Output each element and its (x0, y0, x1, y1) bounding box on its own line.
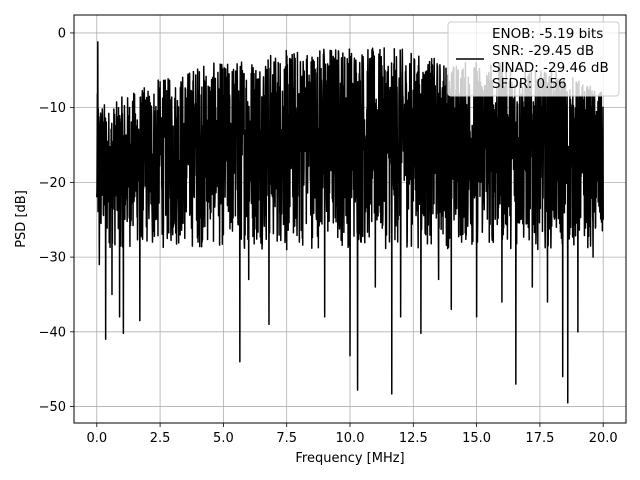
legend-entry-sfdr: SFDR: 0.56 (492, 76, 567, 92)
y-tick-label: −40 (39, 325, 66, 340)
x-tick-label: 2.5 (150, 431, 171, 446)
y-tick-label: 0 (58, 26, 66, 41)
x-tick-label: 10.0 (336, 431, 365, 446)
x-tick-label: 15.0 (462, 431, 491, 446)
y-tick-label: −30 (39, 251, 66, 266)
x-tick-label: 17.5 (525, 431, 554, 446)
x-axis-ticks: 0.0 2.5 5.0 7.5 10.0 12.5 15.0 17.5 20.0 (86, 423, 618, 446)
x-tick-label: 7.5 (276, 431, 297, 446)
legend-box (447, 21, 620, 97)
legend: ENOB: -5.19 bits SNR: -29.45 dB SINAD: -… (447, 21, 620, 97)
legend-entry-enob: ENOB: -5.19 bits (492, 26, 603, 42)
psd-series-line (96, 41, 604, 404)
y-tick-label: −10 (39, 101, 66, 116)
y-axis-label: PSD [dB] (14, 190, 29, 248)
y-tick-label: −20 (39, 176, 66, 191)
y-axis-ticks: 0 −10 −20 −30 −40 −50 (39, 26, 74, 415)
x-tick-label: 0.0 (86, 431, 107, 446)
x-tick-label: 20.0 (589, 431, 618, 446)
legend-entry-snr: SNR: -29.45 dB (492, 43, 594, 59)
y-tick-label: −50 (39, 400, 66, 415)
x-axis-label: Frequency [MHz] (295, 451, 404, 466)
x-tick-label: 5.0 (213, 431, 234, 446)
legend-entry-sinad: SINAD: -29.46 dB (492, 60, 609, 76)
plot-area (96, 41, 604, 404)
x-tick-label: 12.5 (399, 431, 428, 446)
